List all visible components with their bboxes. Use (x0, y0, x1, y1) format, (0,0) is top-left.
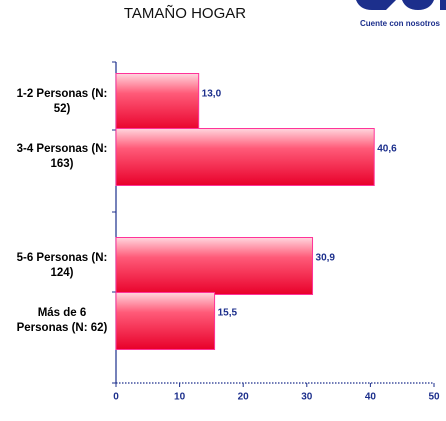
y-tick-label: Más de 6 Personas (N: 62) (16, 307, 108, 334)
x-tick-label: 30 (301, 392, 313, 403)
bar (115, 292, 216, 350)
value-label: 15,5 (218, 308, 238, 319)
x-tick-label: 10 (174, 392, 186, 403)
value-label: 40,6 (377, 144, 397, 155)
value-label: 30,9 (316, 253, 336, 264)
x-tick-label: 40 (365, 392, 377, 403)
y-tick-label: 5-6 Personas (N: 124) (16, 252, 108, 279)
y-tick-label: 3-4 Personas (N: 163) (16, 143, 108, 170)
bar (115, 73, 200, 131)
logo-tagline: Cuente con nosotros (360, 19, 441, 28)
x-tick-label: 20 (238, 392, 250, 403)
bar (115, 128, 375, 186)
y-tick-label: 1-2 Personas (N: 52) (16, 88, 108, 115)
x-tick-label: 50 (428, 392, 440, 403)
logo (356, 0, 446, 10)
value-label: 13,0 (202, 89, 222, 100)
bar (115, 237, 314, 295)
chart-title: TAMAÑO HOGAR (124, 5, 246, 22)
x-tick-label: 0 (113, 392, 119, 403)
